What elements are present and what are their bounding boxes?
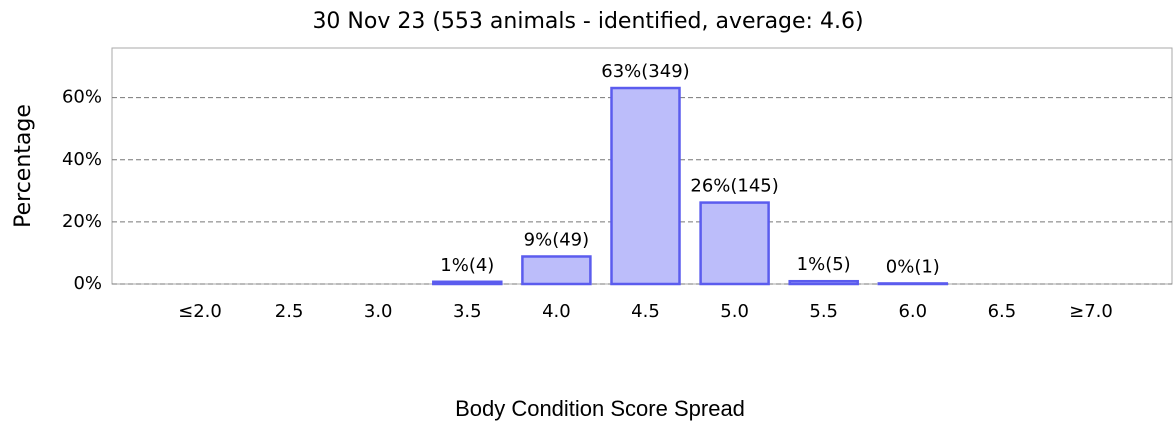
value-label: 63%(349) (601, 61, 689, 82)
x-tick-label: 2.5 (275, 301, 304, 322)
y-tick-label: 20% (62, 211, 102, 232)
value-label: 26%(145) (690, 176, 778, 197)
x-tick-label: 3.0 (364, 301, 393, 322)
x-tick-label: 3.5 (453, 301, 482, 322)
value-label: 9%(49) (524, 229, 590, 250)
y-tick-label: 40% (62, 149, 102, 170)
x-axis-label: Body Condition Score Spread (455, 396, 745, 421)
bar (699, 201, 770, 286)
bar (877, 282, 949, 286)
x-tick-label: 5.0 (720, 301, 749, 322)
value-label: 1%(5) (797, 254, 851, 275)
bar (521, 255, 592, 286)
y-axis-label: Percentage (11, 104, 36, 228)
x-tick-label: 4.5 (631, 301, 660, 322)
y-tick-label: 60% (62, 87, 102, 108)
x-tick-label: ≤2.0 (178, 301, 222, 322)
value-label: 1%(4) (440, 255, 494, 276)
bar (610, 86, 681, 286)
value-label: 0%(1) (886, 256, 940, 277)
x-tick-label: 4.0 (542, 301, 571, 322)
x-tick-label: 6.5 (988, 301, 1017, 322)
y-tick-label: 0% (73, 273, 102, 294)
x-tick-label: ≥7.0 (1069, 301, 1113, 322)
x-tick-label: 5.5 (809, 301, 838, 322)
bar (432, 280, 503, 286)
bar (788, 279, 859, 286)
x-tick-label: 6.0 (898, 301, 927, 322)
chart-title: 30 Nov 23 (553 animals - identified, ave… (312, 9, 863, 34)
